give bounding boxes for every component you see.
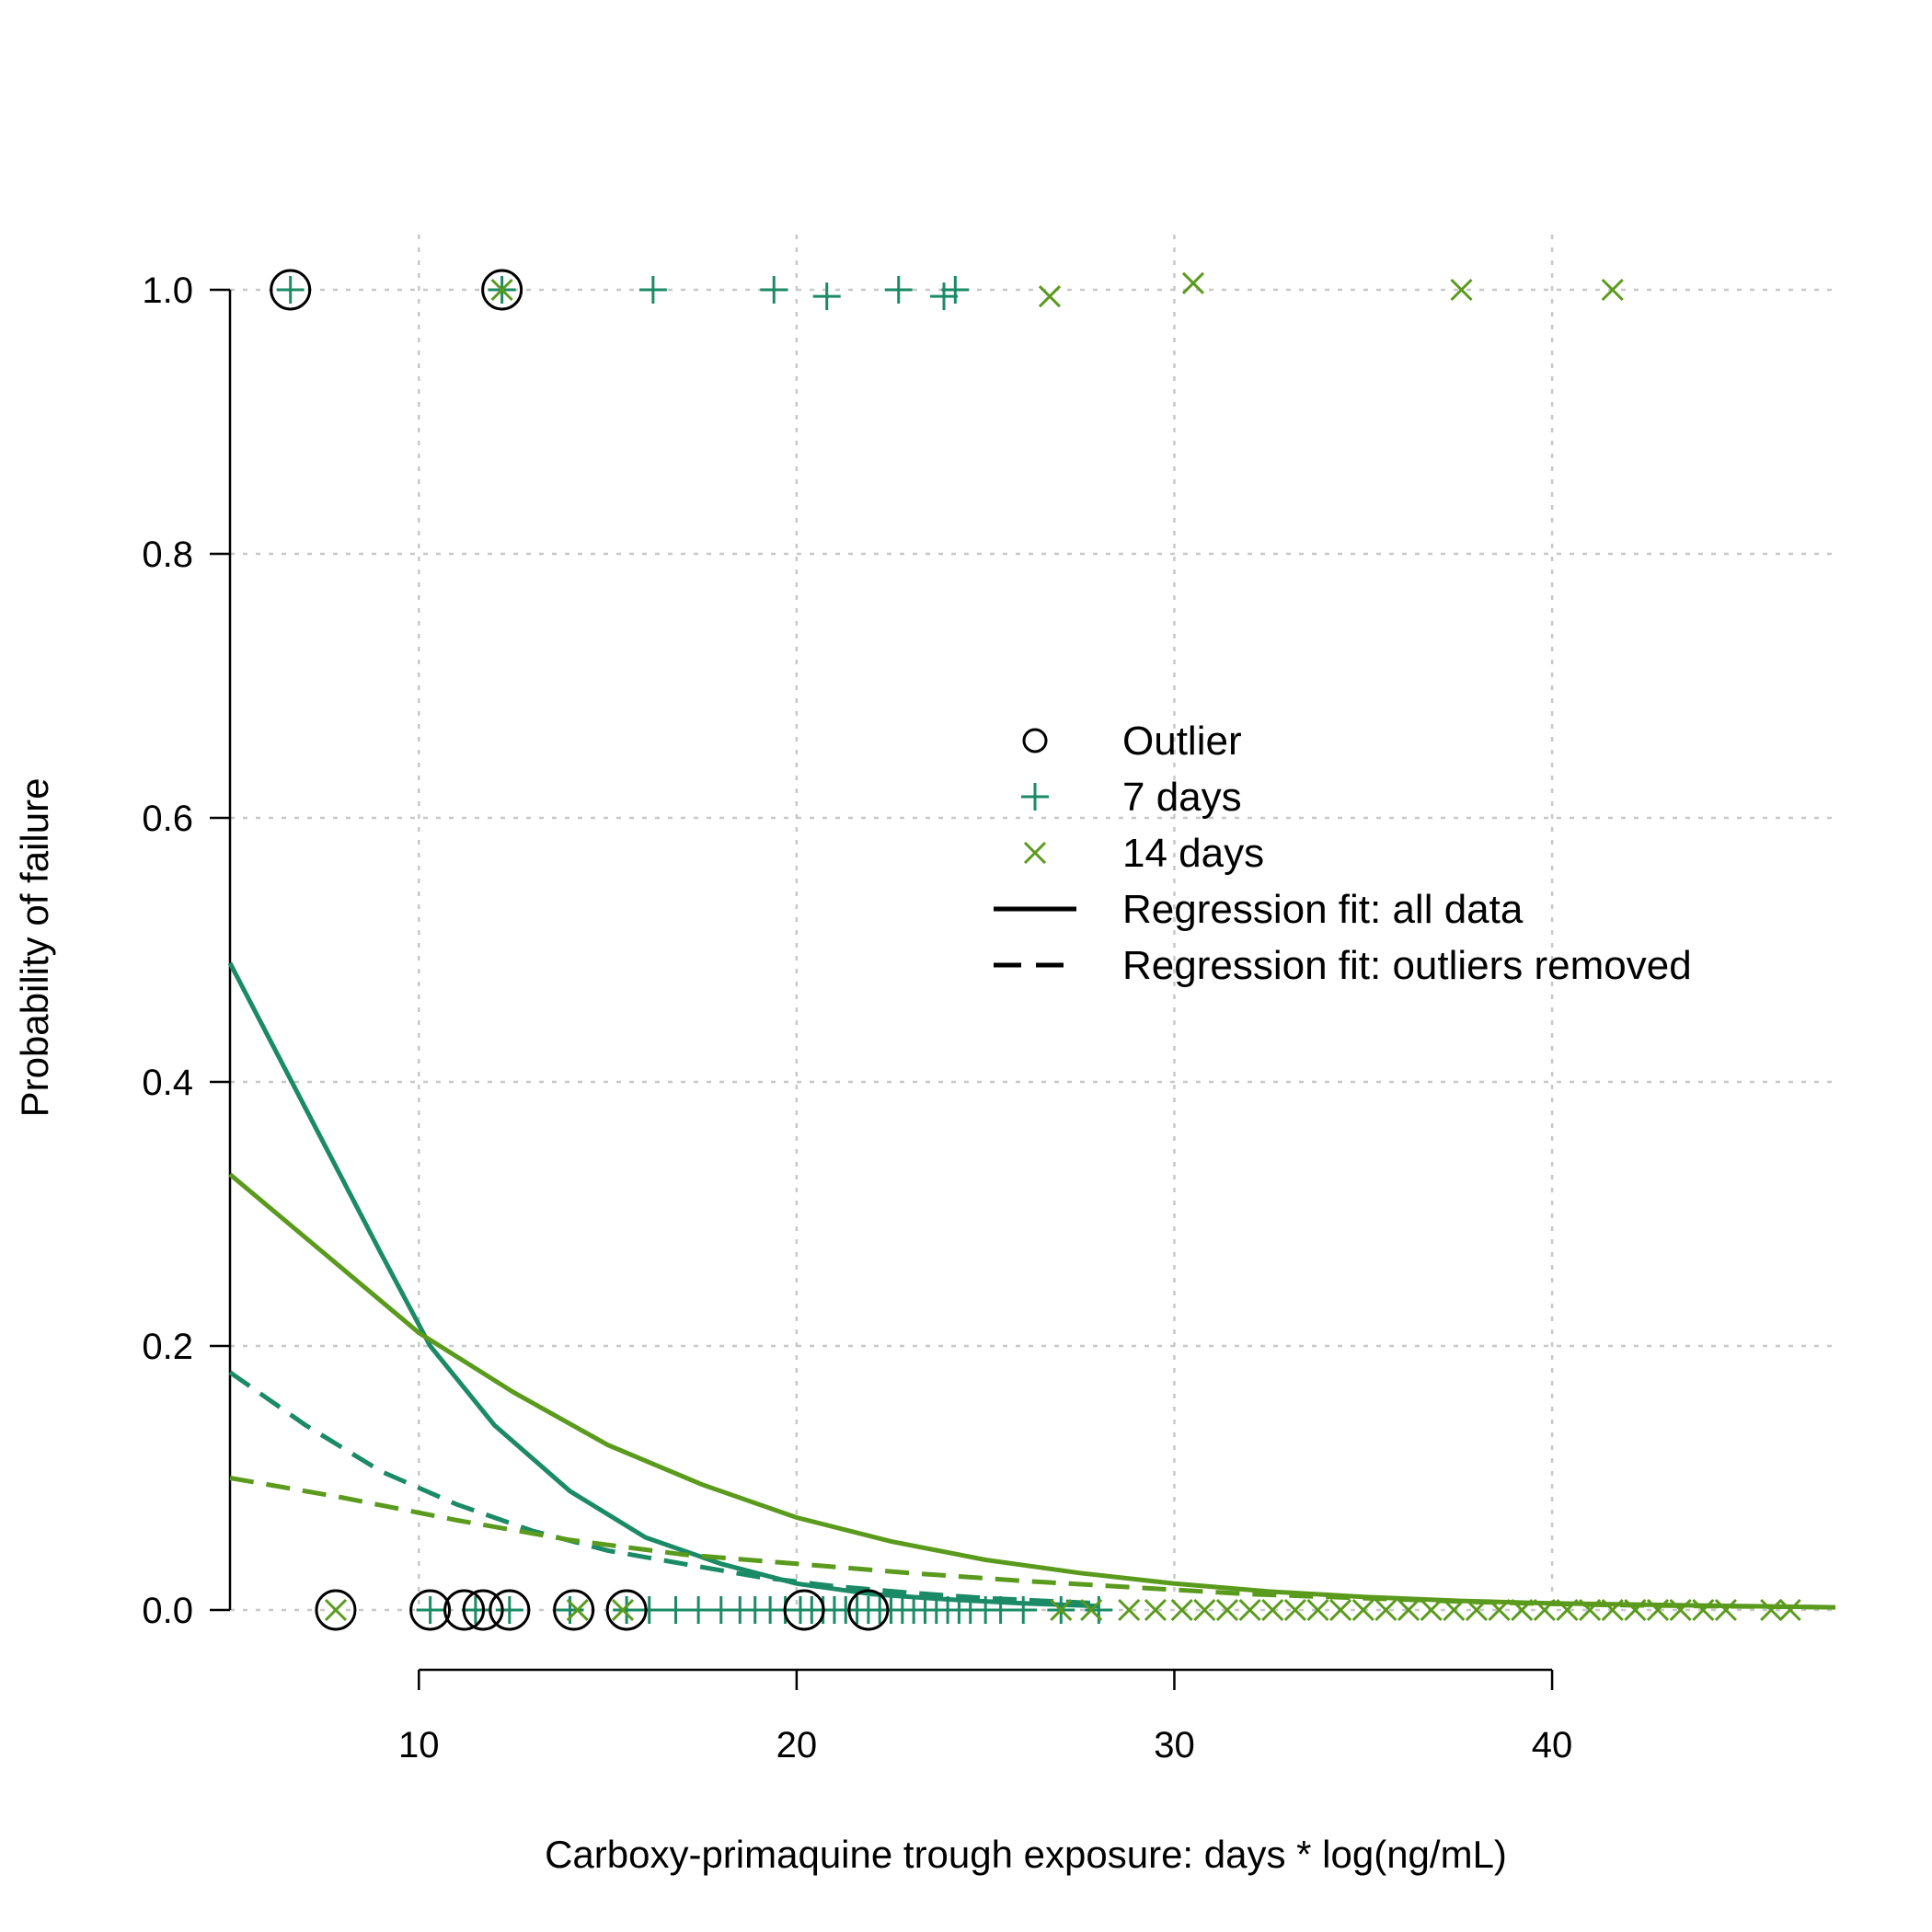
point-outlier-7 (553, 1589, 595, 1631)
point-outlier-9 (783, 1589, 825, 1631)
point-14d-success-29 (1669, 1598, 1692, 1622)
point-outlier-5 (462, 1589, 504, 1631)
point-7d-success-33 (1085, 1596, 1113, 1624)
legend-symbol-outlier (1022, 728, 1048, 753)
point-14d-success-32 (1760, 1598, 1783, 1622)
point-outlier-0 (270, 269, 312, 311)
point-14d-success-12 (1283, 1598, 1306, 1622)
point-14d-success-19 (1443, 1598, 1466, 1622)
data-points (270, 269, 1801, 1631)
point-14d-success-15 (1351, 1598, 1374, 1622)
point-14d-success-13 (1306, 1598, 1329, 1622)
point-14d-failure-4 (1601, 278, 1624, 302)
x-tick-label-20: 20 (776, 1725, 818, 1765)
point-outlier-4 (443, 1589, 486, 1631)
point-14d-success-5 (1118, 1598, 1141, 1622)
point-14d-success-26 (1601, 1598, 1624, 1622)
point-7d-failure-3 (760, 276, 788, 304)
point-outlier-1 (481, 269, 523, 311)
x-tick-label-10: 10 (398, 1725, 440, 1765)
point-14d-success-27 (1624, 1598, 1647, 1622)
y-tick-label-0.6: 0.6 (142, 799, 193, 839)
point-outlier-8 (605, 1589, 648, 1631)
point-7d-success-31 (1009, 1596, 1038, 1624)
point-outlier-2 (315, 1589, 357, 1631)
y-tick-label-0.2: 0.2 (142, 1327, 193, 1367)
point-14d-success-18 (1420, 1598, 1443, 1622)
legend-label-4: Regression fit: outliers removed (1122, 943, 1692, 988)
fit-line-3 (229, 1476, 1836, 1610)
point-14d-failure-1 (1038, 285, 1062, 308)
point-14d-failure-0 (490, 278, 513, 302)
point-14d-success-28 (1646, 1598, 1670, 1622)
legend-label-1: 7 days (1122, 775, 1242, 820)
point-14d-success-6 (1144, 1598, 1167, 1622)
point-outlier-10 (847, 1589, 890, 1631)
x-axis-title: Carboxy-primaquine trough exposure: days… (545, 1833, 1507, 1876)
point-14d-success-4 (1080, 1598, 1103, 1622)
point-7d-failure-0 (276, 276, 305, 304)
axes: 0.0 0.2 0.4 0.6 0.8 1.0 10 20 30 40 (142, 270, 1572, 1765)
legend-symbol-7days (1021, 783, 1049, 811)
point-14d-success-9 (1215, 1598, 1239, 1622)
point-7d-failure-4 (812, 282, 841, 311)
point-14d-success-23 (1533, 1598, 1556, 1622)
fit-lines (227, 961, 1836, 1610)
point-7d-failure-7 (941, 276, 970, 304)
point-14d-success-33 (1778, 1598, 1801, 1622)
y-tick-label-0.4: 0.4 (142, 1063, 193, 1103)
point-14d-success-14 (1329, 1598, 1352, 1622)
y-tick-label-0.8: 0.8 (142, 535, 193, 575)
point-7d-success-0 (416, 1596, 444, 1624)
legend-label-2: 14 days (1122, 831, 1264, 876)
point-outlier-6 (489, 1589, 531, 1631)
point-14d-success-3 (1050, 1598, 1073, 1622)
point-14d-success-20 (1465, 1598, 1489, 1622)
point-7d-success-3 (556, 1596, 584, 1624)
point-14d-success-30 (1692, 1598, 1715, 1622)
point-14d-success-2 (611, 1598, 635, 1622)
grid (230, 235, 1835, 1612)
point-14d-failure-2 (1181, 271, 1205, 294)
point-14d-success-25 (1579, 1598, 1602, 1622)
point-14d-success-24 (1556, 1598, 1579, 1622)
y-axis-title: Probability of failure (13, 778, 56, 1118)
point-14d-success-16 (1374, 1598, 1397, 1622)
point-14d-success-22 (1511, 1598, 1534, 1622)
point-14d-success-0 (324, 1598, 348, 1622)
point-14d-success-1 (566, 1598, 589, 1622)
legend: Outlier 7 days 14 days Regression fit: all … (994, 719, 1692, 988)
point-14d-success-10 (1238, 1598, 1261, 1622)
point-14d-success-21 (1488, 1598, 1511, 1622)
point-7d-success-5 (635, 1596, 663, 1624)
point-7d-success-2 (495, 1596, 523, 1624)
point-14d-success-31 (1714, 1598, 1737, 1622)
legend-label-3: Regression fit: all data (1122, 887, 1524, 932)
legend-symbol-14days (1023, 841, 1047, 865)
point-14d-success-11 (1261, 1598, 1284, 1622)
x-tick-label-30: 30 (1154, 1725, 1195, 1765)
fit-line-1 (228, 1172, 1836, 1610)
point-7d-failure-6 (930, 282, 959, 311)
point-outlier-3 (409, 1589, 452, 1631)
point-7d-failure-5 (884, 276, 913, 304)
point-14d-success-17 (1397, 1598, 1420, 1622)
y-tick-label-1.0: 1.0 (142, 270, 193, 311)
point-7d-failure-2 (638, 276, 667, 304)
point-14d-success-7 (1170, 1598, 1193, 1622)
point-14d-failure-3 (1450, 278, 1473, 302)
x-tick-label-40: 40 (1532, 1725, 1573, 1765)
y-tick-label-0.0: 0.0 (142, 1591, 193, 1631)
fit-line-2 (228, 1370, 1099, 1606)
point-14d-success-8 (1193, 1598, 1216, 1622)
legend-label-0: Outlier (1122, 719, 1242, 764)
